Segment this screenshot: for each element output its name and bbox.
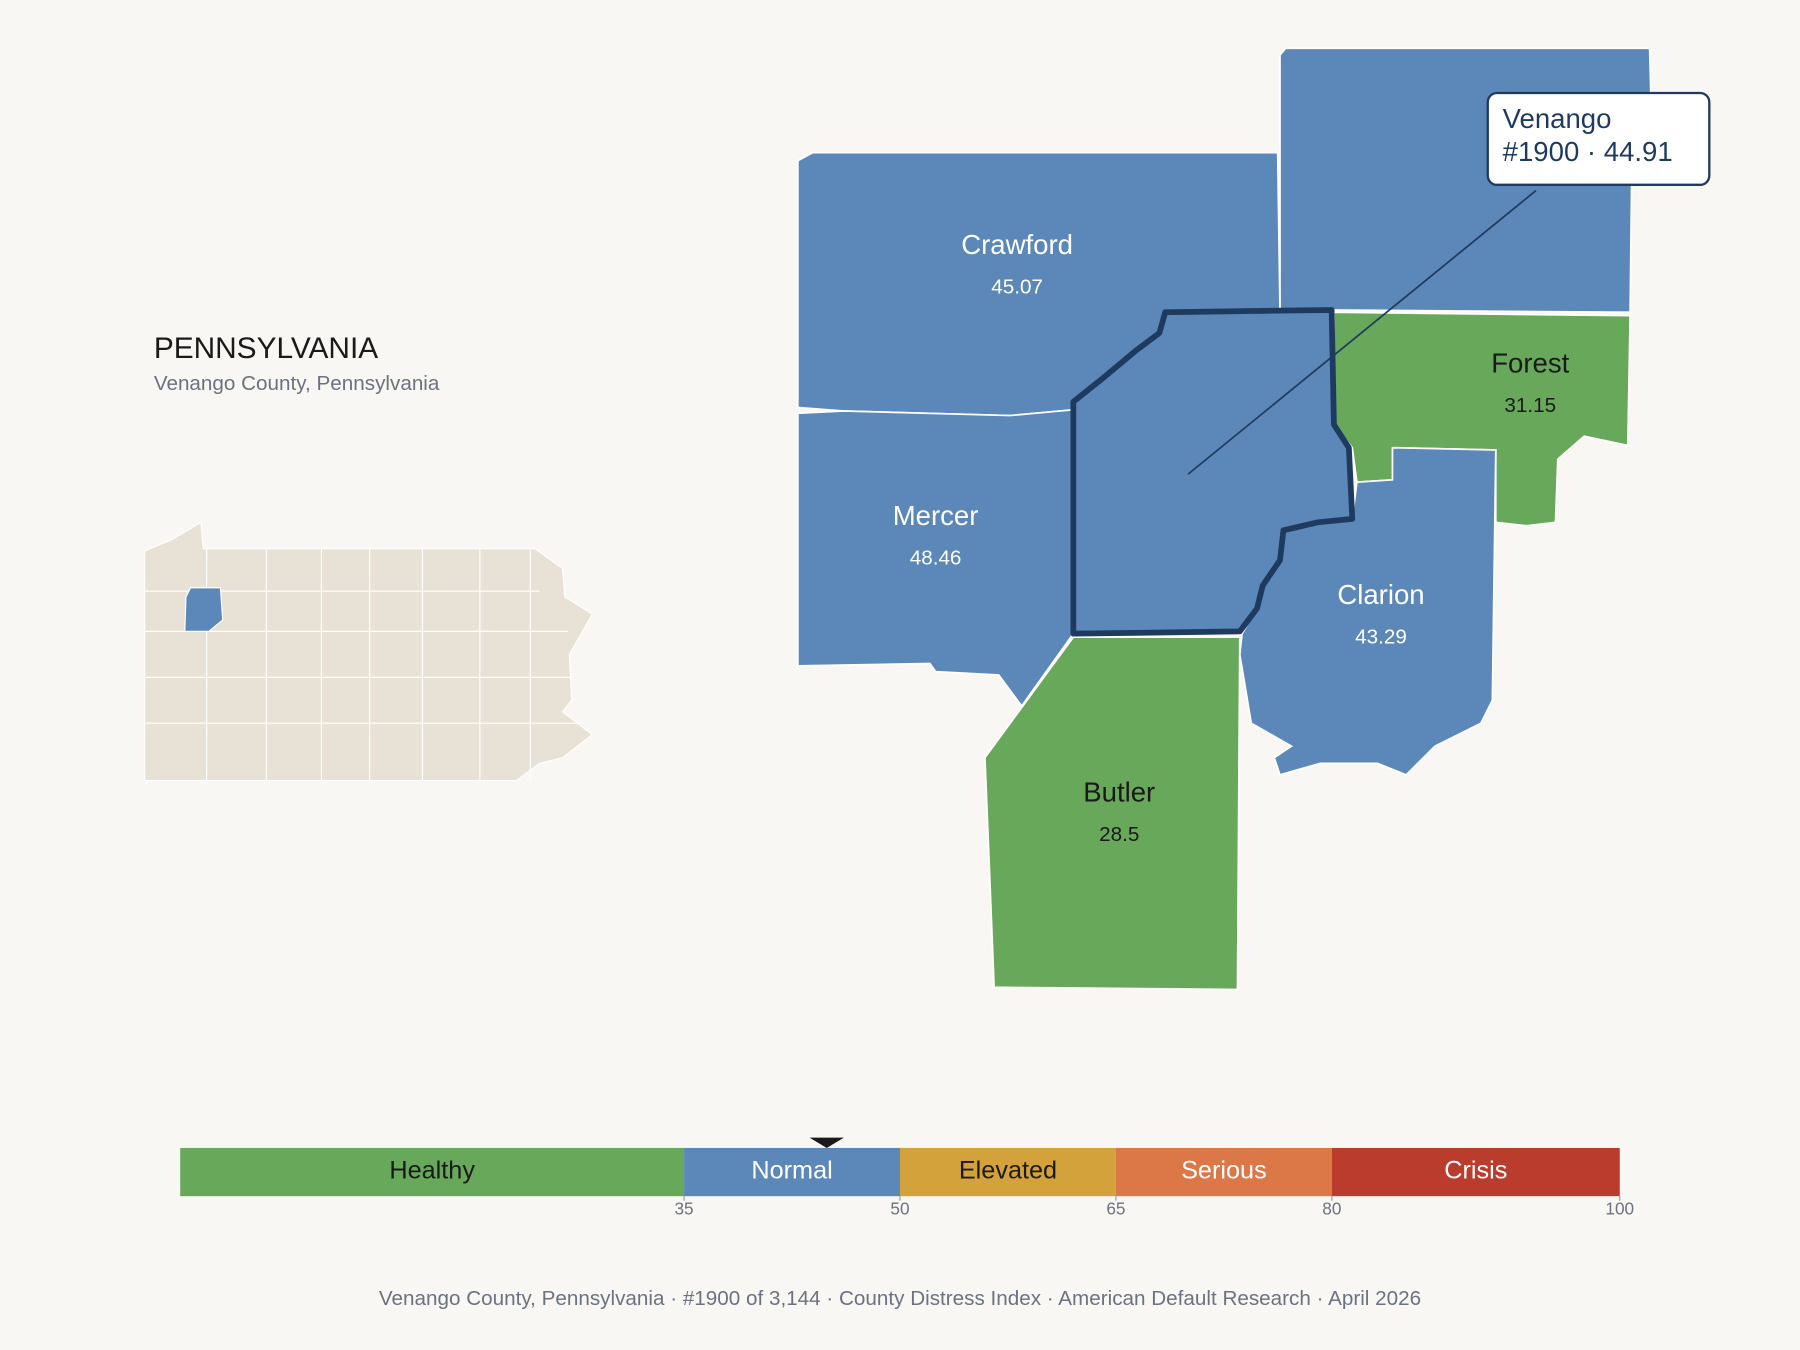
band-label: Serious (1181, 1157, 1267, 1185)
county-name: Forest (1491, 347, 1569, 378)
inset-map (144, 521, 594, 782)
scale-band (180, 1147, 685, 1197)
county-name: Crawford (961, 229, 1073, 260)
tick-label: 80 (1322, 1198, 1341, 1218)
band-label: Crisis (1444, 1157, 1507, 1185)
scale-band (1115, 1147, 1332, 1197)
distress-scale: Healthy Normal Elevated Serious Crisis 35 50 65… (180, 1137, 1634, 1218)
tick-label: 35 (674, 1198, 693, 1218)
county-value: 45.07 (991, 276, 1043, 299)
focus-county (1070, 307, 1356, 637)
callout-box (1486, 91, 1711, 186)
scale-marker (809, 1137, 844, 1148)
county-shape (796, 408, 1075, 708)
callout-detail: #1900 · 44.91 (1503, 136, 1673, 167)
county-shape (1333, 311, 1631, 527)
state-title: PENNSYLVANIA (154, 332, 378, 365)
band-label: Elevated (959, 1157, 1057, 1185)
scale-band (684, 1147, 900, 1197)
county-map: Crawford 45.07 Forest 31.15 Mercer 48.46 Clari… (796, 47, 1652, 991)
tick-label: 100 (1605, 1198, 1634, 1218)
tick-label: 65 (1106, 1198, 1125, 1218)
county-name: Clarion (1337, 579, 1424, 610)
county-name: Butler (1083, 777, 1155, 808)
band-label: Healthy (389, 1157, 475, 1185)
band-label: Normal (751, 1157, 832, 1185)
footer: Venango County, Pennsylvania · #1900 of … (379, 1287, 1421, 1310)
county-name: Mercer (893, 500, 979, 531)
callout-leader (1187, 189, 1537, 475)
county-shape (984, 636, 1241, 991)
subtitle: Venango County, Pennsylvania (154, 372, 440, 395)
scale-band (900, 1147, 1116, 1197)
county-value: 28.5 (1099, 823, 1139, 846)
scale-band (1331, 1147, 1620, 1197)
tick-label: 50 (890, 1198, 909, 1218)
callout: Venango #1900 · 44.91 (1187, 91, 1711, 475)
county-value: 48.46 (910, 547, 962, 570)
county-value: 43.29 (1355, 626, 1407, 649)
county-value: 31.15 (1504, 394, 1556, 417)
callout-name: Venango (1503, 103, 1612, 134)
